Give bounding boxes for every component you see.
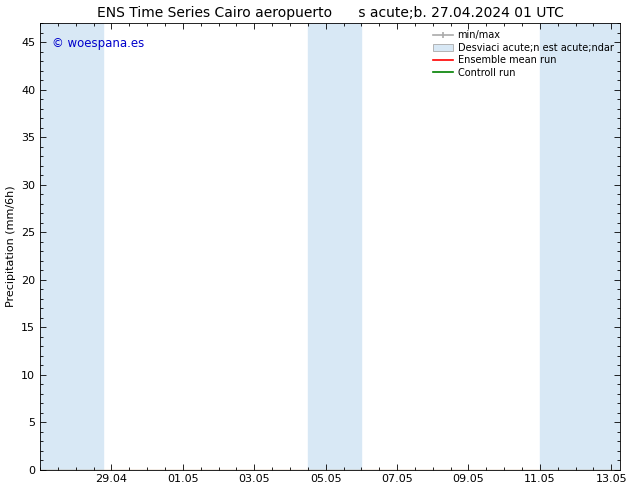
Bar (40, 24, 103, 469)
Bar (540, 24, 620, 469)
Bar (308, 24, 361, 469)
Legend: min/max, Desviaci acute;n est acute;ndar, Ensemble mean run, Controll run: min/max, Desviaci acute;n est acute;ndar… (431, 28, 616, 79)
Text: © woespana.es: © woespana.es (52, 37, 144, 50)
Title: ENS Time Series Cairo aeropuerto      s acute;b. 27.04.2024 01 UTC: ENS Time Series Cairo aeropuerto s acute… (97, 5, 564, 20)
Y-axis label: Precipitation (mm/6h): Precipitation (mm/6h) (6, 186, 16, 307)
